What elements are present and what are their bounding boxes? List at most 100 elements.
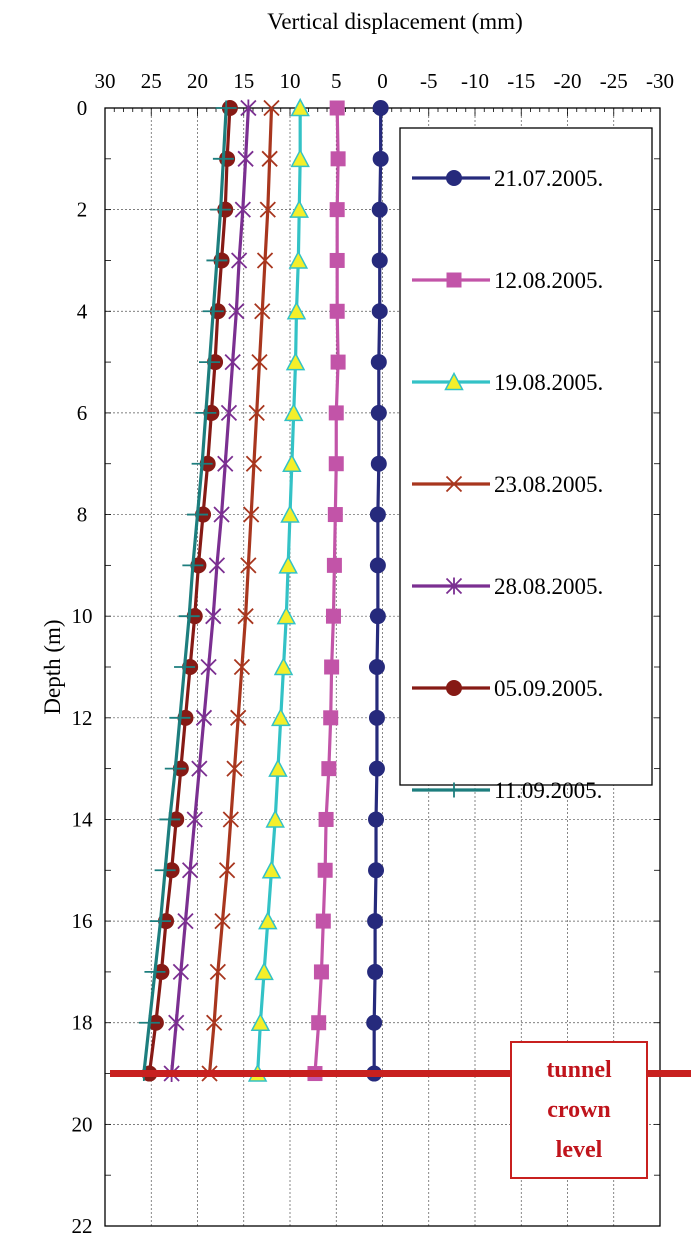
series-4-point [237,150,254,168]
series-1-point [328,405,344,421]
series-0-point [368,709,385,726]
series-2-point [282,453,302,472]
series-line-6 [142,107,228,1074]
series-line-4 [170,107,250,1074]
series-3-point [263,99,280,117]
x-axis-title: Vertical displacement (mm) [267,9,522,34]
series-6-point [215,100,237,116]
series-6-point [174,659,196,675]
x-tick-label: -20 [554,69,582,93]
y-tick-label: 12 [72,706,93,730]
series-0-point [368,659,385,675]
series-1-point [328,456,344,472]
series-2-point [283,402,304,422]
legend-label-5: 05.09.2005. [494,676,603,701]
series-2-point [290,148,310,168]
series-3-point [259,201,276,218]
y-tick-label: 18 [72,1011,93,1035]
series-0-point [368,862,385,879]
legend-swatch-marker-1 [446,272,462,288]
series-1-point [323,710,339,726]
series-6-point [159,811,181,827]
legend-swatch-marker-6 [443,782,465,798]
series-2-point [285,351,306,371]
series-6-point [191,456,213,472]
series-line-5 [147,107,232,1074]
legend-label-6: 11.09.2005. [494,778,602,803]
tunnel-crown-label-line: crown [547,1097,611,1123]
series-3 [201,99,280,1082]
series-2-point [288,250,309,269]
series-3-point [222,811,239,828]
series-2-point [254,961,274,981]
series-0-point [369,557,386,574]
series-6-point [154,862,176,878]
series-0-point [368,811,385,828]
legend-swatch-marker-5 [446,680,462,696]
series-1-point [330,151,346,167]
series-1-point [329,252,345,268]
legend-label-3: 23.08.2005. [494,472,603,497]
series-3-point [243,506,260,523]
y-tick-label: 10 [72,604,93,628]
series-1-point [318,811,334,827]
series-line-1 [313,107,340,1074]
series-4-point [224,353,241,371]
series-0-point [367,913,384,930]
series-4-point [228,302,245,320]
series-6-point [178,608,200,624]
series-line-3 [207,107,274,1074]
series-3-point [237,608,254,625]
series-0-point [369,608,386,625]
series-line-0 [372,108,383,1074]
tunnel-crown-label-line: tunnel [546,1057,612,1083]
series-6-point [164,761,186,777]
series-4-point [172,963,189,981]
series-3-point [233,658,251,676]
series-2-point [290,97,310,117]
y-tick-label: 16 [72,909,93,933]
y-axis-title: Depth (m) [40,619,65,714]
series-1-point [329,303,345,319]
series-0 [366,100,389,1082]
series-0-point [372,100,389,116]
series-1-point [326,557,342,573]
series-1-point [311,1015,327,1031]
y-tick-label: 8 [77,503,88,527]
series-1-point [315,913,331,929]
series-6-point [182,557,204,573]
series-1-point [313,964,329,980]
legend-label-2: 19.08.2005. [494,370,603,395]
series-4 [163,99,257,1083]
series-2 [247,97,310,1082]
series-4-point [200,658,217,676]
x-tick-label: -5 [420,69,438,93]
series-0-point [366,1014,383,1031]
series-6 [133,100,237,1082]
x-tick-label: -15 [507,69,535,93]
series-2-point [250,1012,271,1031]
series-1-point [327,507,343,523]
series-0-point [371,201,388,218]
legend-label-1: 12.08.2005. [494,268,603,293]
series-4-point [213,506,230,524]
series-2-point [268,758,288,777]
series-4-point [177,912,194,930]
series-6-point [144,964,166,980]
series-1-point [317,862,333,878]
series-4-point [217,455,234,473]
series-3-point [248,404,265,422]
series-2-point [286,301,307,320]
series-0-point [368,760,385,777]
tunnel-crown-box [510,1041,648,1179]
series-0-point [370,354,387,371]
series-6-point [210,202,232,218]
legend-swatch-marker-4 [445,577,463,595]
series-4-point [186,810,203,828]
series-0-point [371,303,388,320]
series-0-point [372,150,389,167]
series-3-point [256,252,274,269]
series-1-point [324,659,340,675]
series-1-point [330,354,346,370]
